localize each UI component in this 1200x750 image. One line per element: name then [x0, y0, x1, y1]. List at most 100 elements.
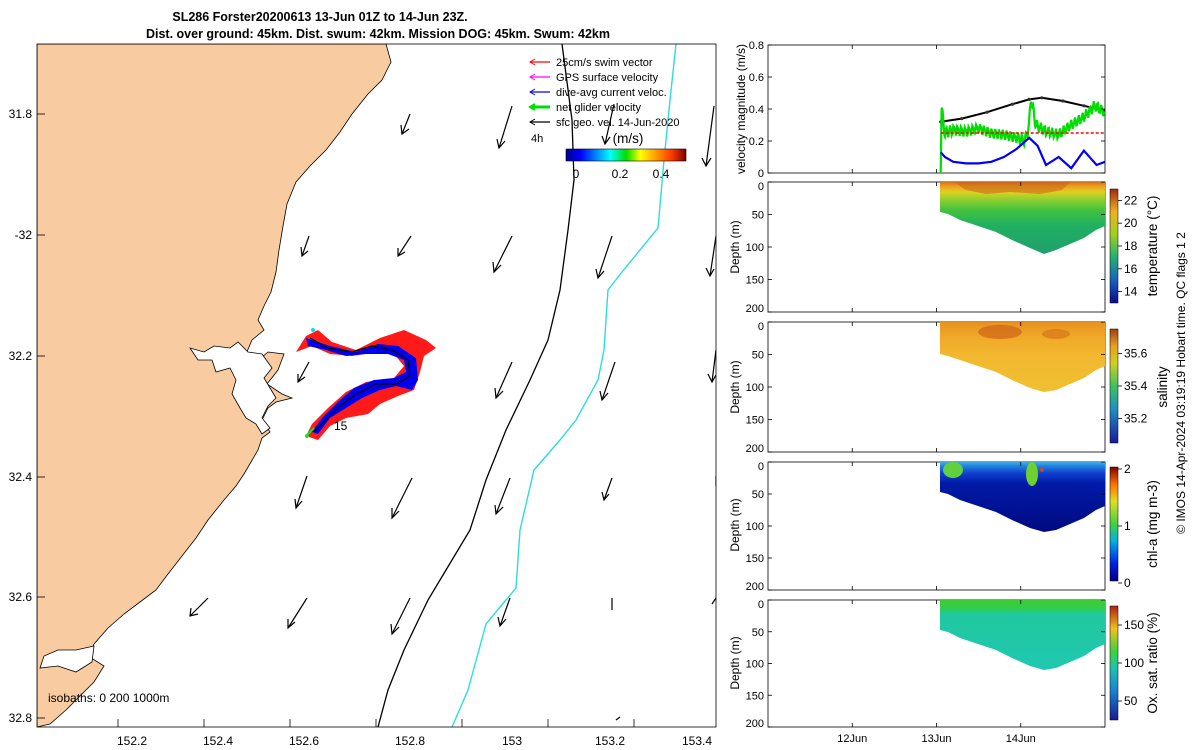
map-x-tick-label: 153.4: [682, 734, 712, 748]
velocity-point: [1103, 109, 1105, 113]
velocity-series-layer: [939, 96, 1105, 173]
salinity-colorbar-label: salinity: [1155, 366, 1170, 408]
map-x-tick-label: 152.2: [117, 734, 147, 748]
colorbar-tick-label: 1: [1124, 519, 1131, 533]
chl-peak: [1040, 468, 1044, 472]
depth-tick-label: 100: [746, 521, 764, 533]
colorbar-tick-label: 18: [1124, 239, 1138, 253]
x-tick-label: 12Jun: [837, 733, 867, 745]
isobath-1000m: [451, 44, 677, 727]
legend-item: 25cm/s swim vector: [529, 57, 653, 69]
velocity-series-line: [939, 136, 1105, 170]
map-y-tick-label: 32.4: [9, 470, 33, 484]
oxygen-panel: Depth (m) Ox. sat. ratio (%): [728, 599, 1160, 728]
velocity-axis: 0 0.2 0.4 0.6 0.8: [749, 40, 1105, 180]
arrow-time-label: 4h: [531, 133, 543, 145]
temperature-colorbar-label: temperature (°C): [1145, 196, 1160, 297]
x-tick-label: 14Jun: [1006, 733, 1036, 745]
salinity-colorbar: [1109, 328, 1119, 444]
salinity-patch: [978, 325, 1022, 339]
map-y-tick-label: 31.8: [9, 107, 33, 121]
oxygen-field: [940, 600, 1105, 670]
colorbar-tick-label: 35.4: [1124, 379, 1148, 393]
temperature-field-texture: [954, 182, 1070, 194]
chl-field: [940, 462, 1105, 532]
velocity-point: [985, 110, 989, 114]
map-x-tick-label: 152.6: [289, 734, 319, 748]
land-mass: [37, 44, 392, 727]
temperature-panel: Depth (m) temperature (°C): [728, 181, 1160, 313]
glider-track: [296, 328, 436, 440]
legend-item: sfc geo. vel. 14-Jun-2020: [529, 117, 680, 129]
colorbar-tick-label: 14: [1124, 285, 1138, 299]
temperature-colorbar: [1109, 188, 1119, 304]
map-panel: 152.2 152.4 152.6 152.8 153 153.2 153.4 …: [9, 43, 717, 748]
map-x-tick-label: 153: [502, 734, 522, 748]
map-x-tick-label: 152.8: [395, 734, 425, 748]
velocity-axes-frame: [767, 44, 1106, 174]
velocity-point: [1061, 99, 1065, 103]
isobaths-label: isobaths: 0 200 1000m: [48, 691, 169, 705]
depth-tick-label: 100: [746, 659, 764, 671]
temperature-field: [940, 182, 1105, 254]
velocity-y-tick-label: 0.2: [749, 136, 764, 148]
velocity-point: [1040, 96, 1044, 100]
oxygen-colorbar-label: Ox. sat. ratio (%): [1145, 612, 1160, 713]
track-end-dot: [305, 434, 309, 438]
velocity-point: [1027, 97, 1031, 101]
depth-tick-label: 0: [758, 599, 764, 611]
map-x-tick-label: 153.2: [595, 734, 625, 748]
depth-tick-label: 50: [752, 489, 764, 501]
salinity-ylabel: Depth (m): [728, 360, 742, 413]
estuary: [189, 341, 277, 435]
chl-colorbar-label: chl-a (mg m-3): [1145, 480, 1160, 568]
map-x-tick-labels: 152.2 152.4 152.6 152.8 153 153.2 153.4: [117, 734, 712, 748]
chl-bloom: [1026, 462, 1038, 486]
velocity-y-tick-label: 0.4: [749, 104, 764, 116]
legend-item-label: net glider velocity: [556, 102, 641, 114]
depth-tick-label: 0: [758, 321, 764, 333]
map-legend: 25cm/s swim vector GPS surface velocity …: [528, 57, 687, 181]
velocity-y-tick-label: 0.8: [749, 40, 764, 52]
colorbar-tick-label: 0.2: [612, 167, 629, 181]
velocity-point: [960, 117, 964, 121]
depth-tick-label: 150: [746, 415, 764, 427]
section-axes: 12Jun 13Jun 14Jun0501001502001416182022050…: [746, 45, 1148, 745]
map-y-tick-label: 32.2: [9, 349, 33, 363]
legend-item-label: 25cm/s swim vector: [556, 57, 653, 69]
map-y-tick-label: 32.6: [9, 590, 33, 604]
map-tick-marks: [37, 113, 635, 727]
map-y-tick-labels: 31.8 -32 32.2 32.4 32.6 32.8: [9, 107, 33, 725]
speed-colorbar: [565, 148, 687, 162]
colorbar-tick-label: 0: [573, 167, 580, 181]
colorbar-label: (m/s): [613, 131, 644, 146]
depth-tick-label: 50: [752, 350, 764, 362]
salinity-field: [940, 322, 1105, 392]
figure-title-line1: SL286 Forster20200613 13-Jun 01Z to 14-J…: [172, 10, 467, 24]
x-tick-label: 13Jun: [922, 733, 952, 745]
colorbar-tick-label: 150: [1124, 618, 1144, 632]
figure-title-line2: Dist. over ground: 45km. Dist. swum: 42k…: [146, 27, 610, 41]
velocity-panel: 0 0.2 0.4 0.6 0.8 velocity magnitude (m/s): [734, 40, 1106, 180]
temperature-ylabel: Depth (m): [728, 220, 742, 273]
depth-tick-label: 0: [758, 181, 764, 193]
velocity-y-tick-label: 0: [758, 168, 764, 180]
map-y-tick-label: 32.8: [9, 711, 33, 725]
oxygen-ylabel: Depth (m): [728, 636, 742, 689]
depth-tick-label: 0: [758, 461, 764, 473]
chl-colorbar: [1109, 466, 1119, 582]
segment-label: 15: [334, 419, 348, 433]
colorbar-tick-label: 2: [1124, 462, 1131, 476]
track-start-dot: [311, 328, 315, 332]
depth-tick-label: 200: [746, 303, 764, 315]
oxygen-colorbar: [1109, 605, 1119, 721]
current-vector-swath: [306, 338, 418, 434]
map-frame: [36, 43, 717, 728]
colorbar-tick-label: 22: [1124, 193, 1138, 207]
legend-item: GPS surface velocity: [529, 72, 659, 84]
velocity-ylabel: velocity magnitude (m/s): [734, 44, 748, 174]
colorbar-tick-label: 35.6: [1124, 346, 1148, 360]
depth-tick-label: 150: [746, 275, 764, 287]
map-x-tick-label: 152.4: [203, 734, 233, 748]
